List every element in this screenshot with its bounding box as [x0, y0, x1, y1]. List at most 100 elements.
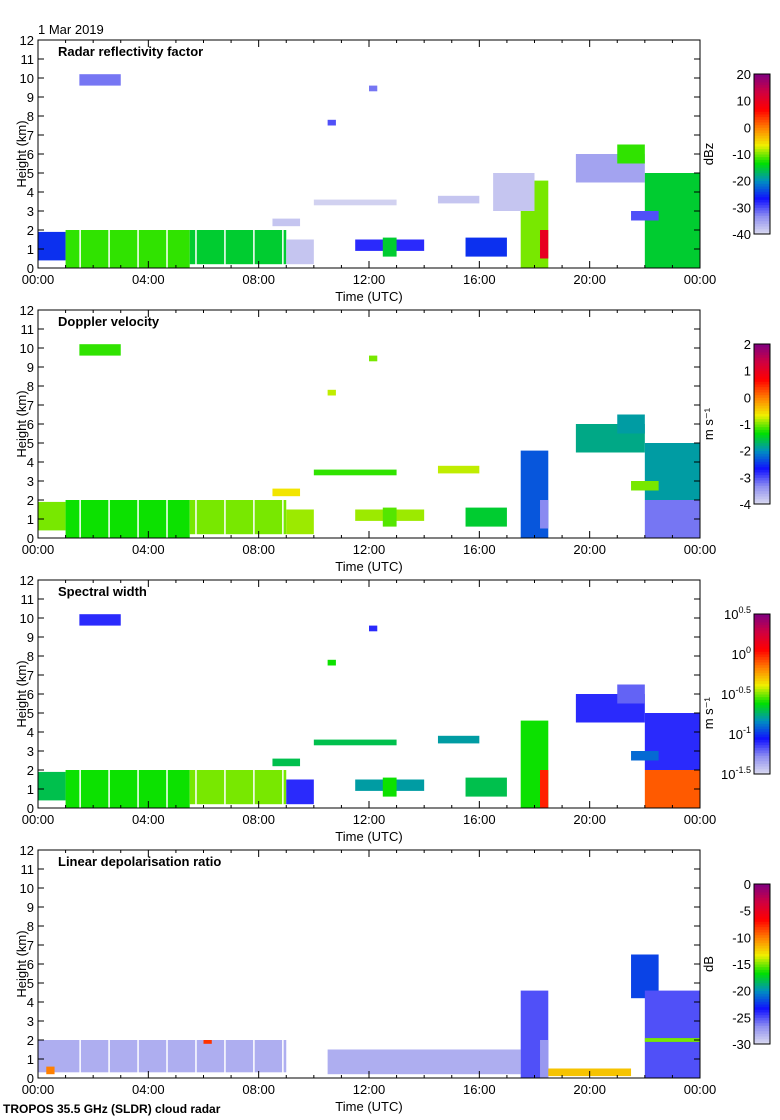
echo-region [79, 614, 121, 626]
colorbar-tick-label: 100.5 [724, 605, 751, 622]
echo-region [38, 771, 66, 801]
colorbar-segment [754, 678, 770, 682]
colorbar-segment [754, 1009, 770, 1013]
x-tick-label: 08:00 [242, 812, 275, 827]
echo-region [617, 414, 645, 434]
y-axis-label: Height (km) [14, 390, 29, 457]
colorbar-segment [754, 640, 770, 644]
colorbar-segment [754, 766, 770, 770]
colorbar-segment [754, 662, 770, 666]
colorbar-segment [754, 469, 770, 473]
colorbar-segment [754, 624, 770, 628]
y-tick-label: 1 [27, 782, 34, 797]
y-tick-label: 9 [27, 90, 34, 105]
echo-region [540, 500, 549, 529]
echo-region [644, 443, 700, 500]
colorbar-segment [754, 718, 770, 722]
colorbar-tick-label: 0 [744, 390, 751, 405]
colorbar-segment [754, 1006, 770, 1010]
y-tick-label: 4 [27, 725, 34, 740]
colorbar-segment [754, 122, 770, 126]
colorbar-segment [754, 453, 770, 457]
echo-region [46, 1066, 55, 1075]
echo-region [540, 770, 549, 808]
colorbar-tick-label: 10 [737, 94, 751, 109]
colorbar-segment [754, 921, 770, 925]
y-tick-label: 11 [21, 52, 35, 67]
echo-region [79, 344, 121, 356]
colorbar-segment [754, 370, 770, 374]
colorbar-segment [754, 127, 770, 131]
colorbar-segment [754, 926, 770, 930]
y-tick-label: 2 [27, 223, 34, 238]
colorbar-segment [754, 723, 770, 727]
colorbar-segment [754, 945, 770, 949]
colorbar-segment [754, 937, 770, 941]
x-tick-label: 12:00 [353, 272, 386, 287]
colorbar-segment [754, 996, 770, 1000]
echo-region [644, 770, 700, 808]
colorbar-segment [754, 204, 770, 208]
echo-region [437, 195, 480, 204]
y-axis-label: Height (km) [14, 930, 29, 997]
colorbar-segment [754, 980, 770, 984]
colorbar-segment [754, 892, 770, 896]
x-tick-label: 12:00 [353, 1082, 386, 1097]
echo-region [313, 469, 397, 476]
echo-region [189, 770, 287, 805]
colorbar-segment [754, 360, 770, 364]
colorbar-segment [754, 985, 770, 989]
echo-region [644, 990, 700, 1078]
colorbar-tick-label: -20 [732, 174, 751, 189]
colorbar-segment [754, 95, 770, 99]
echo-region [65, 770, 190, 808]
colorbar-segment [754, 627, 770, 631]
colorbar-segment [754, 186, 770, 190]
data-gap-line [195, 228, 197, 268]
colorbar-segment [754, 699, 770, 703]
colorbar-segment [754, 397, 770, 401]
echo-region [437, 735, 480, 744]
colorbar-segment [754, 964, 770, 968]
y-tick-label: 5 [27, 166, 34, 181]
colorbar-segment [754, 148, 770, 152]
echo-region [203, 1040, 212, 1044]
colorbar-segment [754, 768, 770, 772]
y-tick-label: 6 [27, 417, 34, 432]
colorbar-segment [754, 710, 770, 714]
y-tick-label: 12 [20, 303, 34, 318]
echo-region [327, 1049, 521, 1075]
colorbar-segment [754, 349, 770, 353]
colorbar-segment [754, 619, 770, 623]
y-tick-label: 5 [27, 976, 34, 991]
colorbar-segment [754, 667, 770, 671]
colorbar-tick-label: -4 [739, 497, 751, 512]
y-tick-label: 5 [27, 706, 34, 721]
colorbar-segment [754, 421, 770, 425]
colorbar-label: m s⁻¹ [701, 407, 716, 440]
colorbar-tick-label: 10-1 [729, 725, 751, 742]
x-tick-label: 08:00 [242, 272, 275, 287]
data-gap-line [195, 768, 197, 808]
colorbar-segment [754, 635, 770, 639]
echo-region [631, 211, 659, 221]
echo-region [272, 218, 301, 227]
x-tick-label: 04:00 [132, 812, 165, 827]
colorbar-segment [754, 119, 770, 123]
data-gap-line [282, 498, 284, 538]
data-gap-line [224, 228, 226, 268]
colorbar-segment [754, 178, 770, 182]
data-gap-line [166, 1038, 168, 1078]
colorbar-segment [754, 630, 770, 634]
colorbar-segment [754, 734, 770, 738]
colorbar-segment [754, 1030, 770, 1034]
colorbar-segment [754, 114, 770, 118]
colorbar-segment [754, 103, 770, 107]
colorbar-tick-label: 10-0.5 [721, 685, 751, 702]
x-tick-label: 20:00 [573, 1082, 606, 1097]
colorbar-segment [754, 346, 770, 350]
x-tick-label: 00:00 [684, 812, 717, 827]
y-tick-label: 0 [27, 531, 34, 546]
